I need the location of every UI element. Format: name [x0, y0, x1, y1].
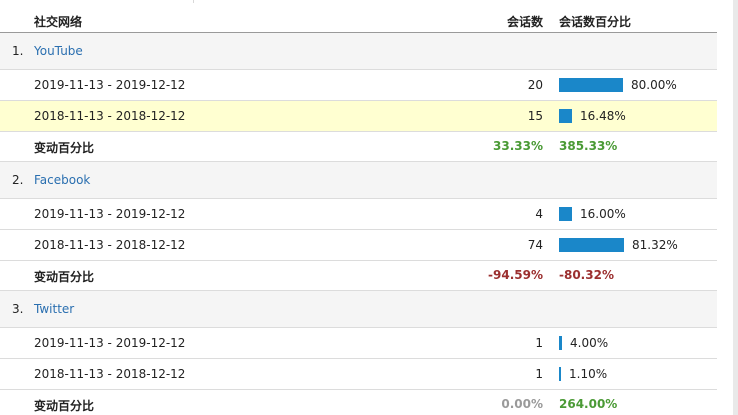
table-header: 社交网络 会话数 会话数百分比: [0, 6, 717, 33]
percent-bar-track: [559, 78, 639, 92]
percent-value: 1.10%: [569, 367, 608, 381]
date-range: 2018-11-13 - 2018-12-12: [34, 109, 186, 123]
group-row-youtube: 1. YouTube: [0, 33, 717, 70]
group-link-youtube[interactable]: YouTube: [34, 44, 83, 58]
sessions-change: 0.00%: [501, 397, 543, 411]
percent-change: 385.33%: [559, 139, 618, 153]
top-border: [0, 0, 738, 4]
table-row: 2018-11-13 - 2018-12-12 1 1.10%: [0, 359, 717, 390]
scrollbar[interactable]: [733, 0, 738, 415]
group-row-facebook: 2. Facebook: [0, 162, 717, 199]
sessions-change: -94.59%: [488, 268, 543, 282]
date-range: 2018-11-13 - 2018-12-12: [34, 367, 186, 381]
group-index: 3.: [12, 302, 24, 316]
change-label: 变动百分比: [34, 141, 95, 155]
percent-bar: [559, 109, 572, 123]
column-header-percent[interactable]: 会话数百分比: [559, 15, 632, 29]
change-row: 变动百分比 33.33% 385.33%: [0, 132, 717, 162]
percent-value: 16.00%: [580, 207, 626, 221]
table-row: 2019-11-13 - 2019-12-12 20 80.00%: [0, 70, 717, 101]
date-range: 2018-11-13 - 2018-12-12: [34, 238, 186, 252]
sessions-value: 74: [527, 238, 543, 252]
percent-bar-track: [559, 367, 639, 381]
table-row: 2018-11-13 - 2018-12-12 74 81.32%: [0, 230, 717, 261]
percent-bar: [559, 336, 562, 350]
percent-value: 81.32%: [632, 238, 678, 252]
sessions-value: 1: [535, 336, 543, 350]
percent-value: 4.00%: [570, 336, 609, 350]
date-range: 2019-11-13 - 2019-12-12: [34, 78, 186, 92]
date-range: 2019-11-13 - 2019-12-12: [34, 336, 186, 350]
group-row-twitter: 3. Twitter: [0, 291, 717, 328]
change-row: 变动百分比 0.00% 264.00%: [0, 390, 717, 415]
change-row: 变动百分比 -94.59% -80.32%: [0, 261, 717, 291]
sessions-change: 33.33%: [493, 139, 543, 153]
percent-bar-track: [559, 238, 639, 252]
percent-bar-track: [559, 207, 639, 221]
percent-bar-track: [559, 336, 639, 350]
table-row: 2019-11-13 - 2019-12-12 1 4.00%: [0, 328, 717, 359]
percent-bar: [559, 367, 561, 381]
percent-change: 264.00%: [559, 397, 618, 411]
group-link-twitter[interactable]: Twitter: [34, 302, 75, 316]
group-index: 2.: [12, 173, 24, 187]
group-link-facebook[interactable]: Facebook: [34, 173, 91, 187]
percent-change: -80.32%: [559, 268, 614, 282]
table-row-highlighted: 2018-11-13 - 2018-12-12 15 16.48%: [0, 101, 717, 132]
column-header-sessions[interactable]: 会话数: [506, 15, 543, 29]
percent-bar: [559, 78, 623, 92]
sessions-value: 15: [527, 109, 543, 123]
percent-bar: [559, 207, 572, 221]
date-range: 2019-11-13 - 2019-12-12: [34, 207, 186, 221]
sessions-value: 20: [527, 78, 543, 92]
change-label: 变动百分比: [34, 399, 95, 413]
column-header-network[interactable]: 社交网络: [34, 15, 83, 29]
percent-value: 16.48%: [580, 109, 626, 123]
sessions-value: 1: [535, 367, 543, 381]
table-row: 2019-11-13 - 2019-12-12 4 16.00%: [0, 199, 717, 230]
top-divider-tick: [193, 0, 194, 3]
percent-value: 80.00%: [631, 78, 677, 92]
group-index: 1.: [12, 44, 24, 58]
change-label: 变动百分比: [34, 270, 95, 284]
percent-bar: [559, 238, 624, 252]
sessions-value: 4: [535, 207, 543, 221]
percent-bar-track: [559, 109, 639, 123]
